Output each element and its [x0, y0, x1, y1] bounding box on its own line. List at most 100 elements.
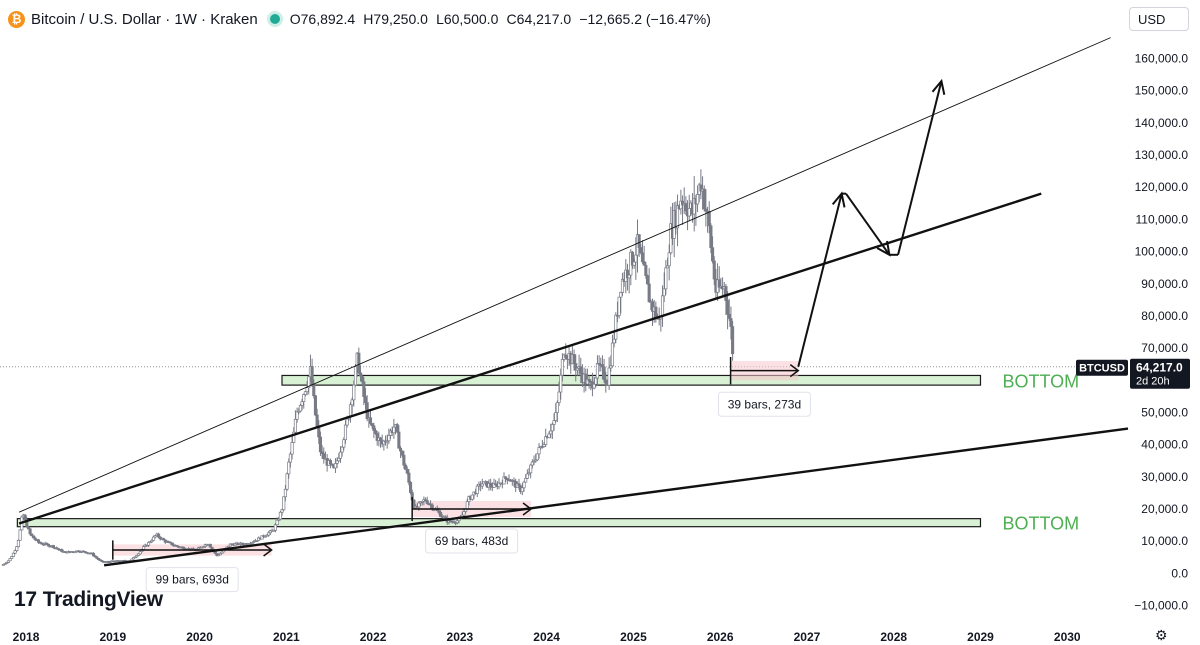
- candle-body: [292, 431, 296, 443]
- candle-body: [18, 529, 22, 541]
- candle-body: [470, 494, 474, 500]
- trendline-2[interactable]: [18, 192, 1042, 525]
- candle-body: [357, 352, 361, 374]
- candle-body: [11, 552, 15, 557]
- candle-body: [175, 545, 179, 547]
- candle-body: [300, 401, 304, 406]
- candle-body: [267, 532, 271, 536]
- candle-body: [372, 425, 376, 431]
- candle-body: [592, 383, 596, 389]
- candle-body: [639, 247, 643, 254]
- candle-body: [537, 447, 541, 455]
- candle-body: [475, 485, 479, 494]
- candle-body: [675, 205, 680, 229]
- candle-body: [604, 379, 608, 384]
- candle-body: [395, 424, 399, 433]
- candle-body: [307, 376, 311, 388]
- candle-body: [535, 453, 539, 461]
- candle-body: [529, 464, 533, 474]
- candle-body: [132, 557, 136, 560]
- candle-body: [731, 326, 735, 355]
- candle-body: [726, 300, 730, 315]
- candle-body: [403, 464, 408, 470]
- time-tick-label: 2018: [13, 630, 40, 644]
- projection-arrows[interactable]: [797, 78, 946, 367]
- date-range-label-1: 99 bars, 693d: [155, 573, 228, 587]
- candle-body: [425, 500, 429, 504]
- trendline-3[interactable]: [103, 427, 1129, 567]
- candle-body: [353, 366, 358, 386]
- candle-body: [25, 519, 29, 528]
- trendline-1[interactable]: [18, 37, 1111, 513]
- candle-body: [549, 430, 553, 435]
- price-axis[interactable]: −10,000.0 0.0 10,000.0 20,000.0 30,000.0 40,0…: [1134, 52, 1188, 613]
- candle-body: [644, 264, 648, 276]
- candle-body: [288, 453, 292, 463]
- candle-body: [322, 453, 326, 460]
- ticker-tag-bg: [1076, 359, 1128, 376]
- price-tick-label: 0.0: [1171, 566, 1188, 580]
- candle-body: [363, 396, 368, 404]
- bottom-zone-1: [16, 518, 982, 528]
- candle-body: [208, 543, 212, 548]
- candle-body: [489, 483, 493, 487]
- close-value: C64,217.0: [506, 10, 572, 27]
- projection-leg-1[interactable]: [797, 193, 843, 367]
- candle-body: [290, 442, 294, 455]
- candle-body: [465, 501, 469, 510]
- candle-body: [315, 414, 319, 427]
- candle-body: [293, 419, 297, 433]
- price-tag-value: 64,217.0: [1136, 361, 1183, 375]
- candle-body: [520, 487, 524, 493]
- candle-body: [100, 560, 104, 562]
- candle-body: [610, 342, 615, 367]
- candle-body: [283, 488, 287, 498]
- candle-body: [142, 546, 146, 550]
- candle-body: [660, 295, 665, 317]
- candle-body: [227, 545, 231, 548]
- candle-body: [333, 463, 338, 469]
- candle-body: [217, 554, 221, 557]
- price-tick-label: 80,000.0: [1141, 309, 1188, 323]
- candle-body: [600, 364, 604, 368]
- candle-body: [417, 502, 421, 508]
- time-axis[interactable]: 2018 2019 2020 2021 2022 2023 2024 2025 2026 2027…: [13, 630, 1081, 644]
- candle-body: [397, 431, 401, 449]
- bottom-zone-2: [281, 374, 982, 386]
- candle-body: [318, 436, 322, 453]
- candle-body: [654, 306, 658, 319]
- candle-body: [360, 375, 364, 383]
- date-range-label-box-2: [425, 528, 519, 554]
- candle-body: [594, 377, 598, 385]
- trendlines[interactable]: [18, 37, 1129, 567]
- candle-body: [400, 450, 404, 456]
- candle-body: [157, 533, 161, 538]
- last-price-tag: BTCUSD 64,217.02d 20h: [1076, 358, 1190, 389]
- date-range-label-box-3: [717, 391, 811, 417]
- candle-body: [544, 436, 548, 445]
- candle-body: [8, 558, 12, 562]
- symbol-title[interactable]: Bitcoin / U.S. Dollar · 1W · Kraken: [31, 10, 258, 28]
- candle-body: [13, 550, 17, 554]
- candle-body: [552, 420, 556, 425]
- candle-body: [368, 417, 373, 424]
- candle-body: [30, 533, 34, 537]
- candle-body: [268, 530, 272, 534]
- gear-icon[interactable]: ⚙: [1155, 627, 1168, 643]
- candle-body: [555, 402, 559, 413]
- projection-leg-3[interactable]: [845, 193, 891, 256]
- candle-body: [255, 540, 259, 542]
- candle-body: [138, 551, 142, 555]
- candle-body: [252, 541, 256, 543]
- candle-body: [559, 374, 563, 393]
- date-range-labels: 99 bars, 693d 69 bars, 483d 39 bars, 273d: [112, 356, 811, 593]
- candle-body: [409, 482, 413, 493]
- projection-leg-5[interactable]: [897, 80, 943, 256]
- candle-body: [632, 261, 636, 266]
- price-tick-label: 10,000.0: [1141, 534, 1188, 548]
- price-tick-label: 150,000.0: [1135, 84, 1189, 98]
- candle-body: [6, 560, 10, 563]
- candle-body: [51, 545, 56, 549]
- currency-selector[interactable]: USD: [1129, 7, 1189, 31]
